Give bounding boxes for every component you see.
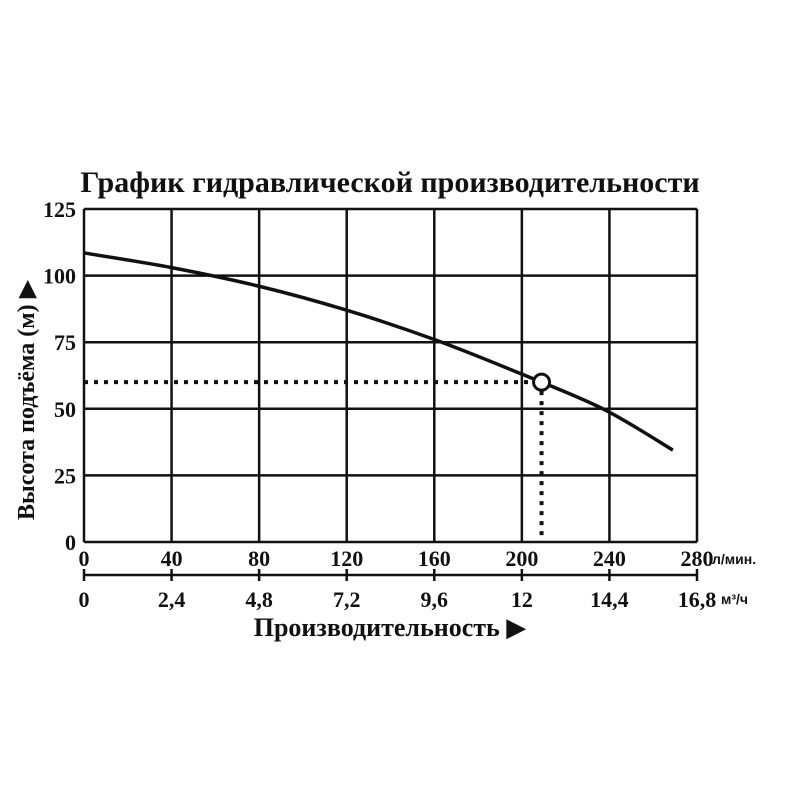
x-tick-label-primary: 0	[79, 546, 90, 571]
x-unit-primary: л/мин.	[712, 551, 756, 567]
y-axis-label: Высота подъёма (м) ▶	[14, 279, 40, 520]
x-ticks-primary: 0 40 80 120 160 200 240 280	[79, 546, 714, 571]
series	[83, 251, 674, 542]
x-tick-label-primary: 80	[248, 546, 270, 571]
x-tick-label-secondary: 0	[79, 587, 90, 612]
x-tick-label-primary: 240	[593, 546, 626, 571]
chart-title: График гидравлической производительности	[80, 166, 699, 199]
x-axis-label: Производительность ▶	[254, 613, 527, 642]
y-tick-label: 75	[54, 330, 76, 355]
x-tick-label-secondary: 14,4	[590, 587, 629, 612]
head-curve	[83, 251, 674, 452]
x-tick-label-secondary: 2,4	[158, 587, 186, 612]
y-ticks: 0 25 50 75 100 125	[43, 197, 76, 555]
x-tick-label-secondary: 12	[511, 587, 533, 612]
x-tick-label-secondary: 7,2	[333, 587, 361, 612]
y-tick-label: 100	[43, 264, 76, 289]
x-tick-label-primary: 280	[681, 546, 714, 571]
x-tick-label-secondary: 9,6	[421, 587, 449, 612]
x-tick-label-primary: 120	[330, 546, 363, 571]
x-tick-label-primary: 200	[505, 546, 538, 571]
y-tick-label: 0	[65, 530, 76, 555]
x-tick-label-primary: 40	[161, 546, 183, 571]
x-unit-secondary: м³/ч	[721, 591, 748, 607]
y-tick-label: 125	[43, 197, 76, 222]
x-tick-label-primary: 160	[418, 546, 451, 571]
x-tick-label-secondary: 4,8	[245, 587, 273, 612]
x-tick-label-secondary: 16,8	[678, 587, 717, 612]
y-tick-label: 25	[54, 463, 76, 488]
operating-point-marker	[532, 372, 552, 392]
grid	[82, 207, 699, 544]
x-ticks-secondary: 0 2,4 4,8 7,2 9,6 12 14,4 16,8	[79, 569, 717, 612]
y-tick-label: 50	[54, 397, 76, 422]
